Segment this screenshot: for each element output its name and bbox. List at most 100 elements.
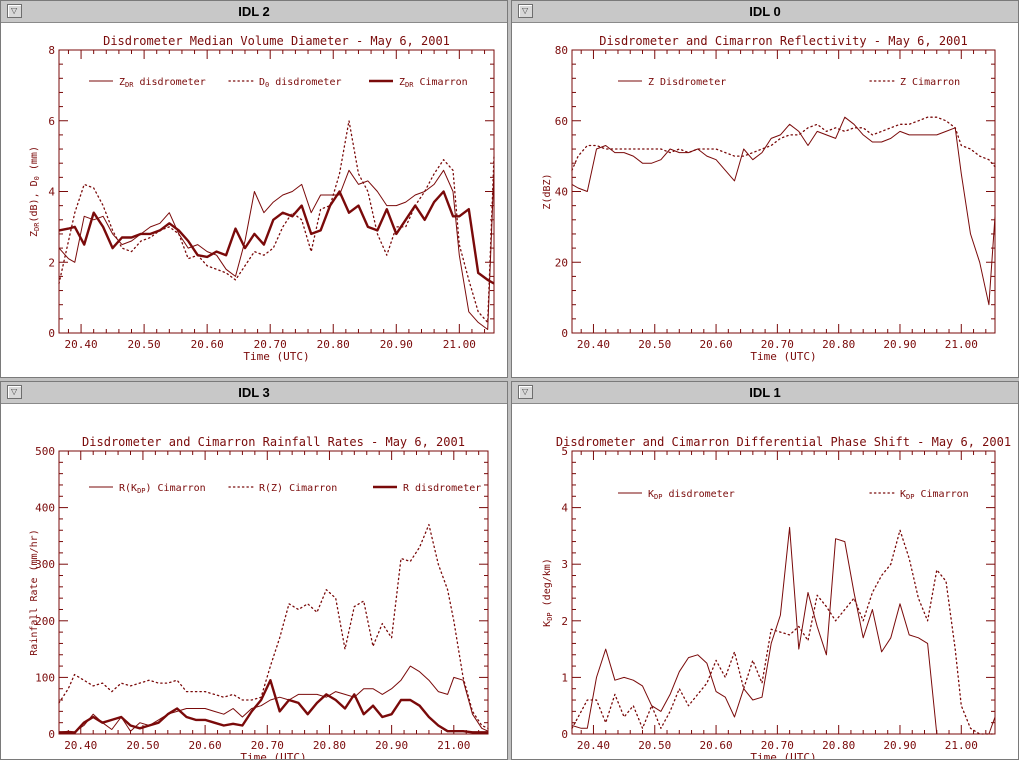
series-line-d-0-disdrometer [58,120,495,324]
chart-title: Disdrometer and Cimarron Reflectivity - … [599,34,967,48]
window-title: IDL 2 [238,4,270,19]
series-line-r-k-dp-cimarron [58,665,489,733]
titlebar[interactable]: ▽ IDL 3 [1,382,507,404]
window-menu-icon: ▽ [522,387,529,396]
x-axis-label: Time (UTC) [750,751,816,759]
titlebar[interactable]: ▽ IDL 1 [512,382,1018,404]
x-tick-label: 20.90 [883,338,916,351]
chart-rainfall-rates: Disdrometer and Cimarron Rainfall Rates … [29,435,489,759]
y-tick-label: 4 [48,186,55,199]
y-axis-label: Rainfall Rate (mm/hr) [29,529,40,655]
x-tick-label: 20.40 [64,739,97,752]
y-tick-label: 40 [555,186,568,199]
x-tick-label: 20.40 [577,739,610,752]
x-axis-label: Time (UTC) [240,751,306,759]
chart-reflectivity: Disdrometer and Cimarron Reflectivity - … [542,34,996,363]
y-axis-label: KDP (deg/km) [542,558,554,627]
x-tick-label: 21.00 [443,338,476,351]
x-tick-label: 20.50 [128,338,161,351]
legend-label: KDP disdrometer [648,489,735,501]
titlebar[interactable]: ▽ IDL 0 [512,1,1018,23]
x-tick-label: 21.00 [945,739,978,752]
x-tick-label: 20.60 [700,739,733,752]
y-tick-label: 60 [555,115,568,128]
window-idl-3: ▽ IDL 3 Disdrometer and Cimarron Rainfal… [0,381,508,760]
window-menu-button[interactable]: ▽ [518,4,533,18]
chart-title: Disdrometer and Cimarron Differential Ph… [556,435,1011,449]
y-tick-label: 3 [561,558,568,571]
x-tick-label: 20.60 [189,739,222,752]
y-tick-label: 300 [35,558,55,571]
x-tick-label: 20.50 [638,739,671,752]
series-line-r-disdrometer [59,679,488,735]
legend-label: D0 disdrometer [259,77,342,89]
x-tick-label: 21.00 [945,338,978,351]
x-tick-label: 20.50 [638,338,671,351]
legend-label: Z Disdrometer [648,77,726,88]
y-tick-label: 0 [48,728,55,741]
legend-label: R(KDP) Cimarron [119,483,206,495]
y-tick-label: 100 [35,671,55,684]
series-line-z-dr-disdrometer [58,169,495,330]
x-tick-label: 20.70 [251,739,284,752]
plot-frame [58,49,495,334]
x-tick-label: 20.60 [191,338,224,351]
x-tick-label: 20.90 [375,739,408,752]
chart-differential-phase-shift: Disdrometer and Cimarron Differential Ph… [542,435,1011,759]
x-tick-label: 20.40 [577,338,610,351]
y-axis-label: Z(dBZ) [542,173,553,209]
x-tick-label: 20.60 [700,338,733,351]
x-tick-label: 20.80 [317,338,350,351]
x-tick-label: 20.80 [313,739,346,752]
plot-frame [571,49,996,334]
x-tick-label: 20.80 [822,739,855,752]
plot-frame [58,450,489,735]
y-axis-label: ZDR(dB), D0 (mm) [29,146,41,237]
series-line-k-dp-cimarron [571,529,996,735]
window-menu-icon: ▽ [11,387,18,396]
x-tick-label: 21.00 [437,739,470,752]
x-tick-label: 20.70 [761,739,794,752]
legend-label: KDP Cimarron [900,489,969,501]
y-tick-label: 8 [48,44,55,57]
y-tick-label: 0 [561,327,568,340]
y-tick-label: 6 [48,115,55,128]
x-tick-label: 20.90 [883,739,916,752]
window-menu-icon: ▽ [11,6,18,15]
window-idl-2: ▽ IDL 2 Disdrometer Median Volume Diamet… [0,0,508,378]
window-idl-1: ▽ IDL 1 Disdrometer and Cimarron Differe… [511,381,1019,760]
window-menu-icon: ▽ [522,6,529,15]
series-line-z-disdrometer [571,116,996,306]
series-line-r-z-cimarron [58,523,489,729]
y-tick-label: 0 [561,728,568,741]
window-menu-button[interactable]: ▽ [7,385,22,399]
y-tick-label: 20 [555,256,568,269]
y-tick-label: 200 [35,615,55,628]
y-tick-label: 2 [48,256,55,269]
chart-median-volume-diameter: Disdrometer Median Volume Diameter - May… [29,34,495,363]
y-tick-label: 400 [35,502,55,515]
x-axis-label: Time (UTC) [750,350,816,363]
chart-title: Disdrometer and Cimarron Rainfall Rates … [82,435,465,449]
y-tick-label: 4 [561,502,568,515]
window-idl-0: ▽ IDL 0 Disdrometer and Cimarron Reflect… [511,0,1019,378]
window-title: IDL 1 [749,385,781,400]
y-tick-label: 0 [48,327,55,340]
plot-frame [571,450,996,735]
y-tick-label: 500 [35,445,55,458]
x-tick-label: 20.90 [380,338,413,351]
legend-label: R disdrometer [403,483,481,494]
x-axis-label: Time (UTC) [243,350,309,363]
window-menu-button[interactable]: ▽ [518,385,533,399]
window-menu-button[interactable]: ▽ [7,4,22,18]
x-tick-label: 20.70 [254,338,287,351]
legend-label: ZDR disdrometer [119,77,206,89]
series-line-z-dr-cimarron [58,190,495,285]
titlebar[interactable]: ▽ IDL 2 [1,1,507,23]
series-line-z-cimarron [571,116,996,171]
legend-label: Z Cimarron [900,77,960,88]
chart-title: Disdrometer Median Volume Diameter - May… [103,34,450,48]
x-tick-label: 20.70 [761,338,794,351]
window-title: IDL 0 [749,4,781,19]
y-tick-label: 2 [561,615,568,628]
